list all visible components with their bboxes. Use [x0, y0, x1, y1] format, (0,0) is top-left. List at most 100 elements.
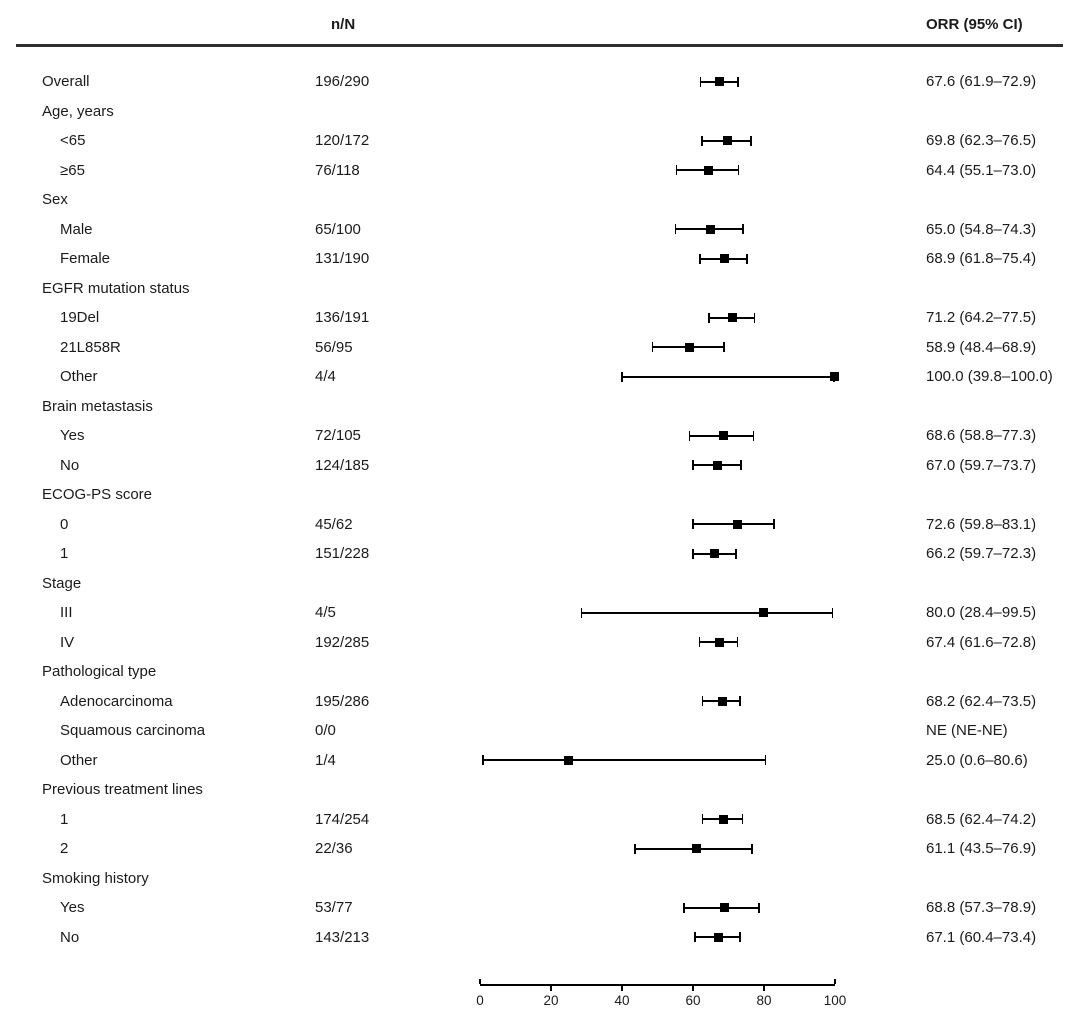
point-estimate-marker [713, 932, 723, 942]
row-label: Sex [42, 191, 68, 209]
row-label: IV [60, 633, 75, 651]
ci-cap-right [739, 696, 741, 707]
group-row: EGFR mutation status [0, 274, 1080, 304]
row-n-over-N: 4/4 [315, 368, 336, 386]
row-n-over-N: 120/172 [315, 132, 370, 150]
row-n-over-N: 192/285 [315, 633, 370, 651]
point-estimate-marker [704, 165, 714, 175]
ci-whisker [701, 687, 741, 717]
row-label: 1 [60, 545, 69, 563]
column-header-n-over-N: n/N [331, 16, 356, 33]
ci-whisker [580, 598, 834, 628]
ci-whisker [621, 362, 840, 392]
group-row: Brain metastasis [0, 392, 1080, 422]
ci-whisker [651, 333, 725, 363]
point-estimate-marker [692, 844, 702, 854]
row-orr-ci-value: 67.4 (61.6–72.8) [926, 633, 1037, 651]
ci-line [580, 611, 834, 614]
row-n-over-N: 56/95 [315, 338, 353, 356]
row-n-over-N: 196/290 [315, 73, 370, 91]
row-orr-ci-value: NE (NE-NE) [926, 722, 1008, 740]
data-row: 19Del 136/191 71.2 (64.2–77.5) [0, 303, 1080, 333]
row-n-over-N: 65/100 [315, 220, 361, 238]
data-row: No 124/185 67.0 (59.7–73.7) [0, 451, 1080, 481]
header-divider-line [16, 44, 1063, 47]
row-n-over-N: 72/105 [315, 427, 361, 445]
row-orr-ci-value: 100.0 (39.8–100.0) [926, 368, 1053, 386]
point-estimate-marker [564, 755, 574, 765]
row-label: Age, years [42, 102, 114, 120]
ci-cap-right [758, 902, 761, 913]
data-row: IV 192/285 67.4 (61.6–72.8) [0, 628, 1080, 658]
row-orr-ci-value: 66.2 (59.7–72.3) [926, 545, 1037, 563]
ci-cap-left [482, 755, 484, 766]
point-estimate-marker [718, 814, 728, 824]
data-row: 1 174/254 68.5 (62.4–74.2) [0, 805, 1080, 835]
point-estimate-marker [830, 372, 840, 382]
row-orr-ci-value: 64.4 (55.1–73.0) [926, 161, 1037, 179]
ci-cap-right [749, 135, 752, 146]
ci-cap-left [701, 135, 703, 146]
x-axis-line [480, 984, 835, 986]
row-n-over-N: 76/118 [315, 161, 360, 179]
x-axis-tick [621, 985, 623, 991]
ci-whisker [634, 834, 753, 864]
row-orr-ci-value: 69.8 (62.3–76.5) [926, 132, 1037, 150]
row-n-over-N: 4/5 [315, 604, 336, 622]
ci-cap-right [740, 460, 742, 471]
row-label: Brain metastasis [42, 397, 153, 415]
row-label: 21L858R [60, 338, 121, 356]
ci-cap-left [701, 814, 704, 825]
x-axis-tick [479, 978, 481, 984]
row-n-over-N: 143/213 [315, 928, 370, 946]
row-orr-ci-value: 80.0 (28.4–99.5) [926, 604, 1037, 622]
row-label: Previous treatment lines [42, 781, 203, 799]
row-label: Adenocarcinoma [60, 692, 173, 710]
ci-cap-right [737, 165, 740, 176]
ci-whisker [683, 893, 761, 923]
row-orr-ci-value: 68.9 (61.8–75.4) [926, 250, 1037, 268]
data-row: Other 4/4 100.0 (39.8–100.0) [0, 362, 1080, 392]
ci-cap-left [688, 430, 691, 441]
row-label: No [60, 928, 80, 946]
ci-whisker [699, 244, 748, 274]
ci-cap-right [773, 519, 775, 530]
ci-cap-left [651, 342, 654, 353]
ci-cap-left [707, 312, 710, 323]
ci-cap-right [746, 253, 748, 264]
point-estimate-marker [719, 903, 729, 913]
row-label: ECOG-PS score [42, 486, 153, 504]
x-axis-tick-label: 80 [756, 993, 772, 1008]
ci-cap-left [691, 548, 694, 559]
ci-cap-right [722, 342, 725, 353]
row-n-over-N: 45/62 [315, 515, 353, 533]
rows-container: Overall 196/290 67.6 (61.9–72.9) Age, years… [0, 67, 1080, 952]
row-label: EGFR mutation status [42, 279, 190, 297]
row-label: Other [60, 368, 98, 386]
column-header-orr-ci: ORR (95% CI) [926, 16, 1023, 33]
row-label: Pathological type [42, 663, 157, 681]
row-orr-ci-value: 68.6 (58.8–77.3) [926, 427, 1037, 445]
x-axis-tick [834, 978, 836, 984]
row-orr-ci-value: 25.0 (0.6–80.6) [926, 751, 1028, 769]
data-row: Adenocarcinoma 195/286 68.2 (62.4–73.5) [0, 687, 1080, 717]
ci-cap-right [736, 637, 739, 648]
row-n-over-N: 195/286 [315, 692, 370, 710]
group-row: ECOG-PS score [0, 480, 1080, 510]
data-row: Yes 53/77 68.8 (57.3–78.9) [0, 893, 1080, 923]
ci-whisker [691, 539, 737, 569]
x-axis: 0 20 40 60 80 100 [476, 978, 846, 1024]
data-row: Overall 196/290 67.6 (61.9–72.9) [0, 67, 1080, 97]
ci-cap-right [735, 548, 737, 559]
ci-cap-right [753, 312, 756, 323]
ci-cap-right [831, 607, 834, 618]
data-row: 1 151/228 66.2 (59.7–72.3) [0, 539, 1080, 569]
row-n-over-N: 22/36 [315, 840, 353, 858]
point-estimate-marker [723, 136, 733, 146]
ci-whisker [688, 421, 755, 451]
row-orr-ci-value: 68.5 (62.4–74.2) [926, 810, 1037, 828]
data-row: 21L858R 56/95 58.9 (48.4–68.9) [0, 333, 1080, 363]
row-orr-ci-value: 61.1 (43.5–76.9) [926, 840, 1037, 858]
row-label: Overall [42, 73, 90, 91]
